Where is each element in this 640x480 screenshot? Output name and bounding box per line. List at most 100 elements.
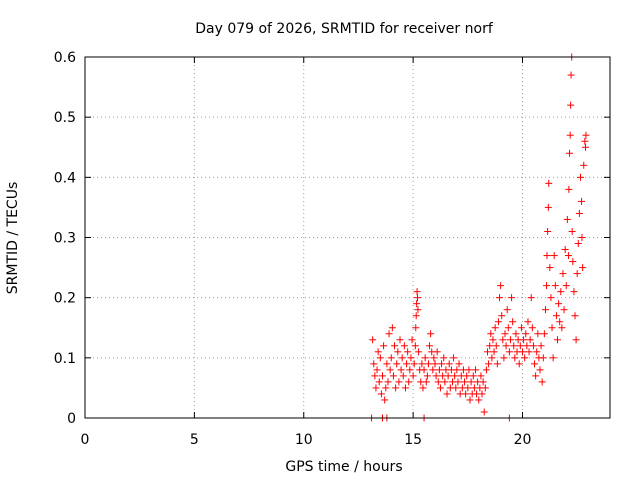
data-point — [384, 378, 392, 386]
data-point — [462, 390, 470, 398]
data-point — [420, 366, 428, 374]
data-point — [565, 185, 573, 193]
data-point — [544, 203, 552, 211]
data-point — [549, 354, 557, 362]
data-point — [370, 360, 378, 368]
data-point — [490, 348, 498, 356]
data-point — [567, 71, 575, 79]
data-points — [368, 53, 590, 422]
data-point — [400, 342, 408, 350]
data-point — [539, 354, 547, 362]
data-point — [499, 336, 507, 344]
data-point — [550, 252, 558, 260]
data-point — [536, 366, 544, 374]
data-point — [435, 366, 443, 374]
data-point — [521, 354, 529, 362]
data-point — [477, 372, 485, 380]
data-point — [570, 288, 578, 296]
data-point — [394, 348, 402, 356]
data-point — [454, 378, 462, 386]
data-point — [525, 348, 533, 356]
data-point — [422, 378, 430, 386]
data-point — [510, 342, 518, 350]
data-point — [578, 197, 586, 205]
data-point — [373, 366, 381, 374]
data-point — [406, 366, 414, 374]
data-point — [407, 354, 415, 362]
data-point — [421, 354, 429, 362]
data-point — [481, 384, 489, 392]
data-point — [445, 360, 453, 368]
data-point — [478, 390, 486, 398]
data-point — [540, 330, 548, 338]
data-point — [523, 342, 531, 350]
data-point — [568, 227, 576, 235]
data-point — [534, 330, 542, 338]
y-tick-label: 0.4 — [54, 170, 76, 186]
data-point — [581, 137, 589, 145]
data-point — [537, 342, 545, 350]
data-point — [501, 330, 509, 338]
data-point — [532, 372, 540, 380]
data-point — [403, 360, 411, 368]
data-point — [497, 282, 505, 290]
data-point — [436, 384, 444, 392]
data-point — [409, 372, 417, 380]
data-point — [545, 179, 553, 187]
data-point — [391, 342, 399, 350]
data-point — [432, 372, 440, 380]
data-point — [508, 294, 516, 302]
data-point — [506, 336, 514, 344]
data-point — [444, 372, 452, 380]
data-point — [491, 324, 499, 332]
data-point — [430, 354, 438, 362]
data-point — [414, 294, 421, 302]
data-point — [438, 360, 446, 368]
data-point — [453, 366, 461, 374]
data-point — [479, 378, 487, 386]
data-point — [579, 264, 587, 272]
data-point — [546, 264, 554, 272]
data-point — [572, 336, 580, 344]
data-point — [377, 390, 385, 398]
data-point — [556, 318, 564, 326]
data-point — [582, 143, 589, 151]
data-point — [498, 312, 506, 320]
data-point — [480, 408, 488, 416]
data-point — [440, 354, 448, 362]
data-point — [533, 348, 541, 356]
data-point — [379, 372, 386, 380]
data-point — [578, 234, 586, 241]
data-point — [396, 336, 404, 344]
data-point — [487, 330, 495, 338]
data-point — [404, 348, 412, 356]
data-point — [429, 366, 437, 374]
data-point — [563, 215, 571, 223]
y-tick-label: 0.6 — [54, 50, 76, 66]
data-point — [512, 330, 520, 338]
data-point — [399, 372, 407, 380]
data-point — [561, 246, 569, 254]
y-tick-label: 0.2 — [54, 291, 76, 307]
y-tick-label: 0.5 — [54, 110, 76, 126]
data-point — [413, 300, 421, 308]
y-axis-label: SRMTID / TECUs — [5, 182, 21, 295]
data-point — [526, 336, 534, 344]
data-point — [388, 324, 396, 332]
data-point — [582, 131, 590, 139]
data-point — [434, 378, 442, 386]
data-point — [431, 360, 439, 368]
data-point — [426, 342, 434, 350]
data-point — [393, 360, 401, 368]
data-point — [566, 131, 574, 139]
data-point — [559, 270, 567, 278]
y-tick-label: 0.1 — [54, 351, 76, 367]
data-point — [415, 348, 423, 356]
data-point — [482, 366, 490, 374]
data-point — [485, 360, 493, 368]
data-point — [385, 330, 393, 338]
data-point — [571, 312, 579, 320]
data-point — [505, 348, 513, 356]
data-point — [427, 330, 435, 338]
